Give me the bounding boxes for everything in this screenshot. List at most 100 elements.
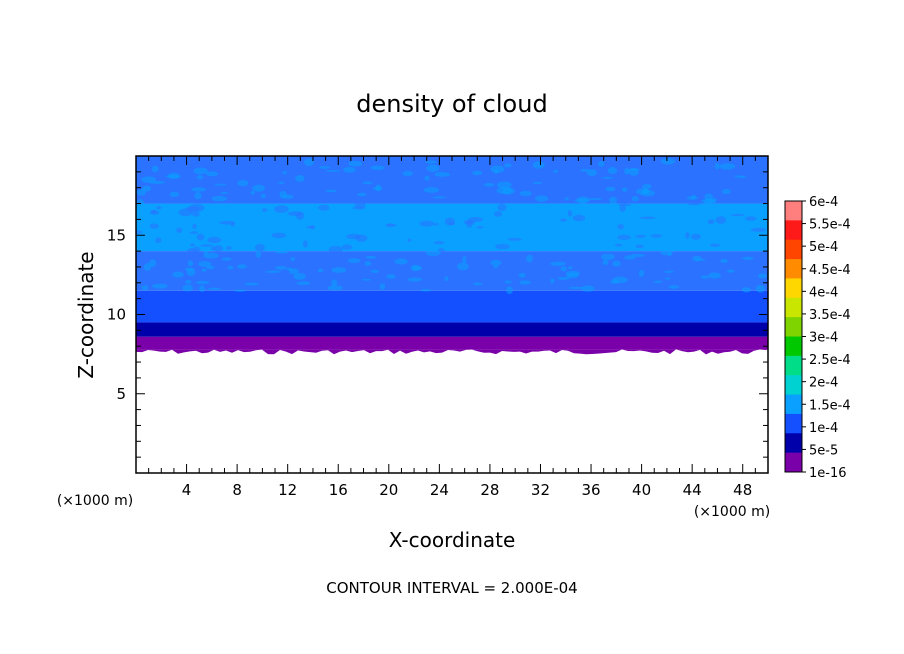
texture-blob — [176, 227, 183, 234]
texture-blob — [348, 160, 363, 167]
texture-blob — [567, 210, 573, 217]
texture-blob — [635, 244, 645, 249]
texture-blob — [650, 234, 663, 238]
texture-blob — [207, 287, 222, 290]
texture-blob — [143, 262, 152, 271]
texture-blob — [182, 284, 193, 292]
texture-blob — [236, 264, 248, 269]
texture-blob — [151, 283, 168, 289]
texture-blob — [700, 275, 710, 279]
texture-blob — [254, 243, 265, 252]
texture-blob — [364, 261, 372, 266]
texture-blob — [685, 232, 690, 240]
texture-blob — [714, 163, 720, 170]
x-tick-label: 28 — [480, 481, 499, 499]
texture-blob — [318, 204, 330, 211]
texture-blob — [357, 192, 367, 197]
texture-blob — [386, 274, 396, 279]
x-unit-right: (×1000 m) — [694, 504, 770, 520]
texture-blob — [385, 224, 397, 228]
texture-blob — [196, 233, 205, 241]
texture-blob — [136, 199, 145, 206]
texture-blob — [294, 174, 305, 182]
texture-blob — [213, 245, 224, 252]
colorbar-label: 5e-4 — [809, 240, 838, 255]
x-tick-label: 36 — [581, 481, 600, 499]
texture-blob — [192, 223, 197, 230]
texture-blob — [638, 269, 645, 277]
texture-blob — [581, 285, 595, 292]
texture-blob — [343, 166, 356, 173]
texture-blob — [255, 250, 262, 258]
texture-blob — [141, 176, 156, 183]
texture-blob — [200, 244, 214, 247]
chart-title: density of cloud — [356, 90, 547, 118]
y-axis: 5 10 15 — [107, 171, 768, 458]
texture-blob — [641, 183, 652, 190]
texture-blob — [726, 269, 735, 273]
texture-blob — [410, 264, 421, 271]
texture-blob — [165, 174, 181, 178]
texture-blob — [560, 266, 568, 272]
colorbar-label: 4e-4 — [809, 285, 838, 300]
texture-blob — [712, 197, 717, 203]
texture-blob — [379, 283, 386, 290]
texture-blob — [432, 196, 447, 199]
texture-blob — [426, 164, 440, 172]
texture-blob — [534, 195, 549, 202]
texture-blob — [196, 175, 204, 180]
y-tick-label: 5 — [116, 385, 126, 403]
colorbar-swatch — [785, 452, 802, 473]
texture-blob — [328, 245, 343, 254]
x-tick-label: 24 — [430, 481, 449, 499]
texture-blob — [744, 216, 757, 221]
y-axis-label: Z-coordinate — [74, 251, 98, 378]
texture-blob — [574, 198, 590, 203]
texture-blob — [141, 284, 149, 291]
texture-blob — [601, 253, 615, 261]
texture-blob — [550, 278, 555, 284]
texture-blob — [692, 255, 702, 262]
ragged-edge — [136, 349, 768, 355]
contour-interval: CONTOUR INTERVAL = 2.000E-04 — [326, 579, 577, 597]
texture-blob — [462, 255, 467, 264]
texture-blob — [618, 203, 632, 207]
texture-blob — [612, 260, 621, 267]
texture-blob — [598, 160, 605, 167]
texture-blob — [667, 252, 672, 257]
texture-blob — [709, 243, 721, 247]
texture-blob — [483, 182, 495, 187]
texture-blob — [624, 167, 630, 175]
colorbar-label: 5e-5 — [809, 443, 838, 458]
texture-blob — [730, 214, 745, 217]
texture-blob — [265, 270, 281, 274]
texture-blob — [504, 163, 512, 168]
texture-blob — [402, 171, 414, 177]
texture-blob — [156, 206, 162, 210]
colorbar-label: 1.5e-4 — [809, 398, 851, 413]
texture-blob — [579, 169, 590, 172]
texture-blob — [635, 234, 647, 238]
x-axis: 4 8 12 16 20 24 28 32 36 40 44 48 — [148, 156, 756, 499]
colorbar-swatch — [785, 336, 802, 357]
texture-blob — [608, 196, 618, 204]
texture-blob — [199, 285, 206, 292]
texture-blob — [553, 169, 559, 173]
texture-blob — [372, 186, 383, 191]
texture-blob — [273, 205, 289, 213]
texture-blob — [237, 179, 249, 187]
texture-blob — [519, 280, 531, 285]
texture-blob — [194, 191, 202, 200]
colorbar-swatch — [785, 259, 802, 279]
colorbar-swatch — [785, 433, 802, 454]
texture-blob — [306, 225, 315, 229]
texture-blob — [169, 191, 180, 198]
texture-blob — [493, 211, 503, 217]
texture-blob — [244, 282, 259, 286]
texture-blob — [189, 243, 195, 247]
texture-blob — [365, 255, 377, 259]
texture-blob — [193, 167, 208, 175]
texture-blob — [207, 236, 222, 244]
texture-blob — [370, 165, 385, 171]
